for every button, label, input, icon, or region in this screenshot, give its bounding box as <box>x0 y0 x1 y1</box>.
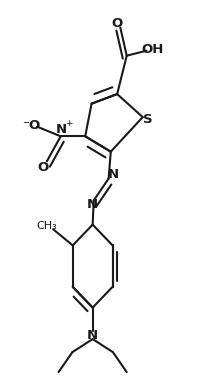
Text: N: N <box>87 329 98 342</box>
Text: O: O <box>37 161 48 174</box>
Text: N: N <box>56 123 67 136</box>
Text: ⁻O: ⁻O <box>22 119 40 132</box>
Text: N: N <box>87 198 98 211</box>
Text: CH₃: CH₃ <box>36 221 57 231</box>
Text: O: O <box>111 17 122 30</box>
Text: OH: OH <box>142 43 164 56</box>
Text: S: S <box>142 113 152 126</box>
Text: +: + <box>65 119 73 128</box>
Text: N: N <box>108 168 119 181</box>
